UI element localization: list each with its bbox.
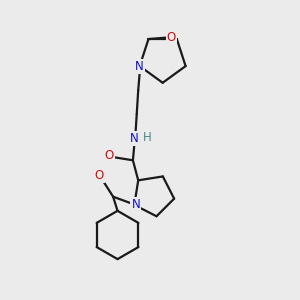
Text: N: N bbox=[131, 198, 140, 212]
Text: N: N bbox=[130, 132, 139, 145]
Text: O: O bbox=[167, 31, 176, 44]
Text: N: N bbox=[135, 60, 144, 73]
Text: O: O bbox=[105, 149, 114, 162]
Text: O: O bbox=[95, 169, 104, 182]
Text: H: H bbox=[143, 131, 152, 144]
